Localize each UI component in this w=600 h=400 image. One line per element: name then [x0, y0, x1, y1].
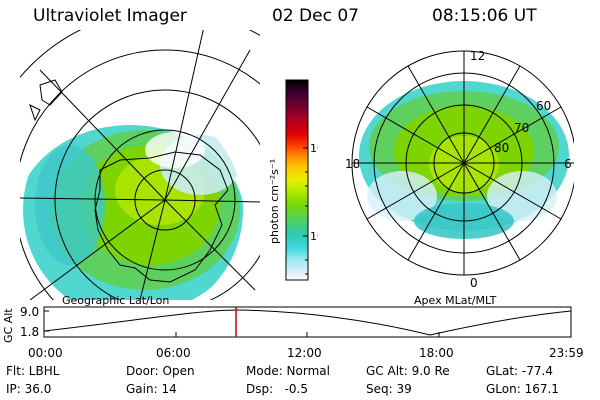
colorbar-tick-100: 100 [310, 142, 318, 155]
status-glat: GLat: -77.4 [486, 364, 553, 378]
geo-emission-image [23, 125, 243, 300]
status-seq: Seq: 39 [366, 382, 412, 396]
colorbar-unit-label: photon cm⁻²s⁻¹ [268, 159, 281, 244]
colorbar: 100 10 photon cm⁻²s⁻¹ [268, 79, 318, 281]
altitude-plot: GC Alt 9.0 1.8 [2, 305, 572, 343]
status-glon: GLon: 167.1 [486, 382, 559, 396]
mlt-label-18: 18 [345, 157, 360, 171]
status-ip: IP: 36.0 [6, 382, 52, 396]
mlat-label-70: 70 [514, 121, 529, 135]
xtick-2359: 23:59 [549, 346, 584, 360]
coastline-outline [94, 151, 229, 283]
altitude-curve [43, 309, 572, 336]
status-gc-alt: GC Alt: 9.0 Re [366, 364, 450, 378]
geo-map-label: Geographic Lat/Lon [62, 294, 170, 307]
status-gain: Gain: 14 [126, 382, 177, 396]
mlat-label-80: 80 [494, 141, 509, 155]
status-mode: Mode: Normal [246, 364, 330, 378]
xtick-0000: 00:00 [28, 346, 63, 360]
geographic-map [20, 30, 260, 300]
altitude-ytick-high: 9.0 [20, 305, 39, 319]
xtick-1800: 18:00 [419, 346, 454, 360]
status-door: Door: Open [126, 364, 195, 378]
status-dsp: Dsp: -0.5 [246, 382, 309, 396]
altitude-ytick-low: 1.8 [20, 325, 39, 339]
colorbar-gradient [285, 79, 309, 281]
colorbar-tick-10: 10 [310, 230, 318, 243]
status-filter: Flt: LBHL [6, 364, 60, 378]
instrument-title: Ultraviolet Imager [33, 6, 187, 26]
xtick-1200: 12:00 [287, 346, 322, 360]
date-label: 02 Dec 07 [272, 6, 359, 26]
mlat-label-60: 60 [536, 99, 551, 113]
mlt-label-6: 6 [564, 157, 572, 171]
xtick-0600: 06:00 [156, 346, 191, 360]
mlt-label-12: 12 [470, 49, 485, 63]
altitude-ylabel: GC Alt [2, 308, 15, 343]
time-label: 08:15:06 UT [432, 6, 537, 26]
polar-map: 12 0 18 6 60 70 80 [345, 49, 574, 290]
mlt-label-0: 0 [470, 276, 478, 290]
polar-map-label: Apex MLat/MLT [414, 294, 497, 307]
